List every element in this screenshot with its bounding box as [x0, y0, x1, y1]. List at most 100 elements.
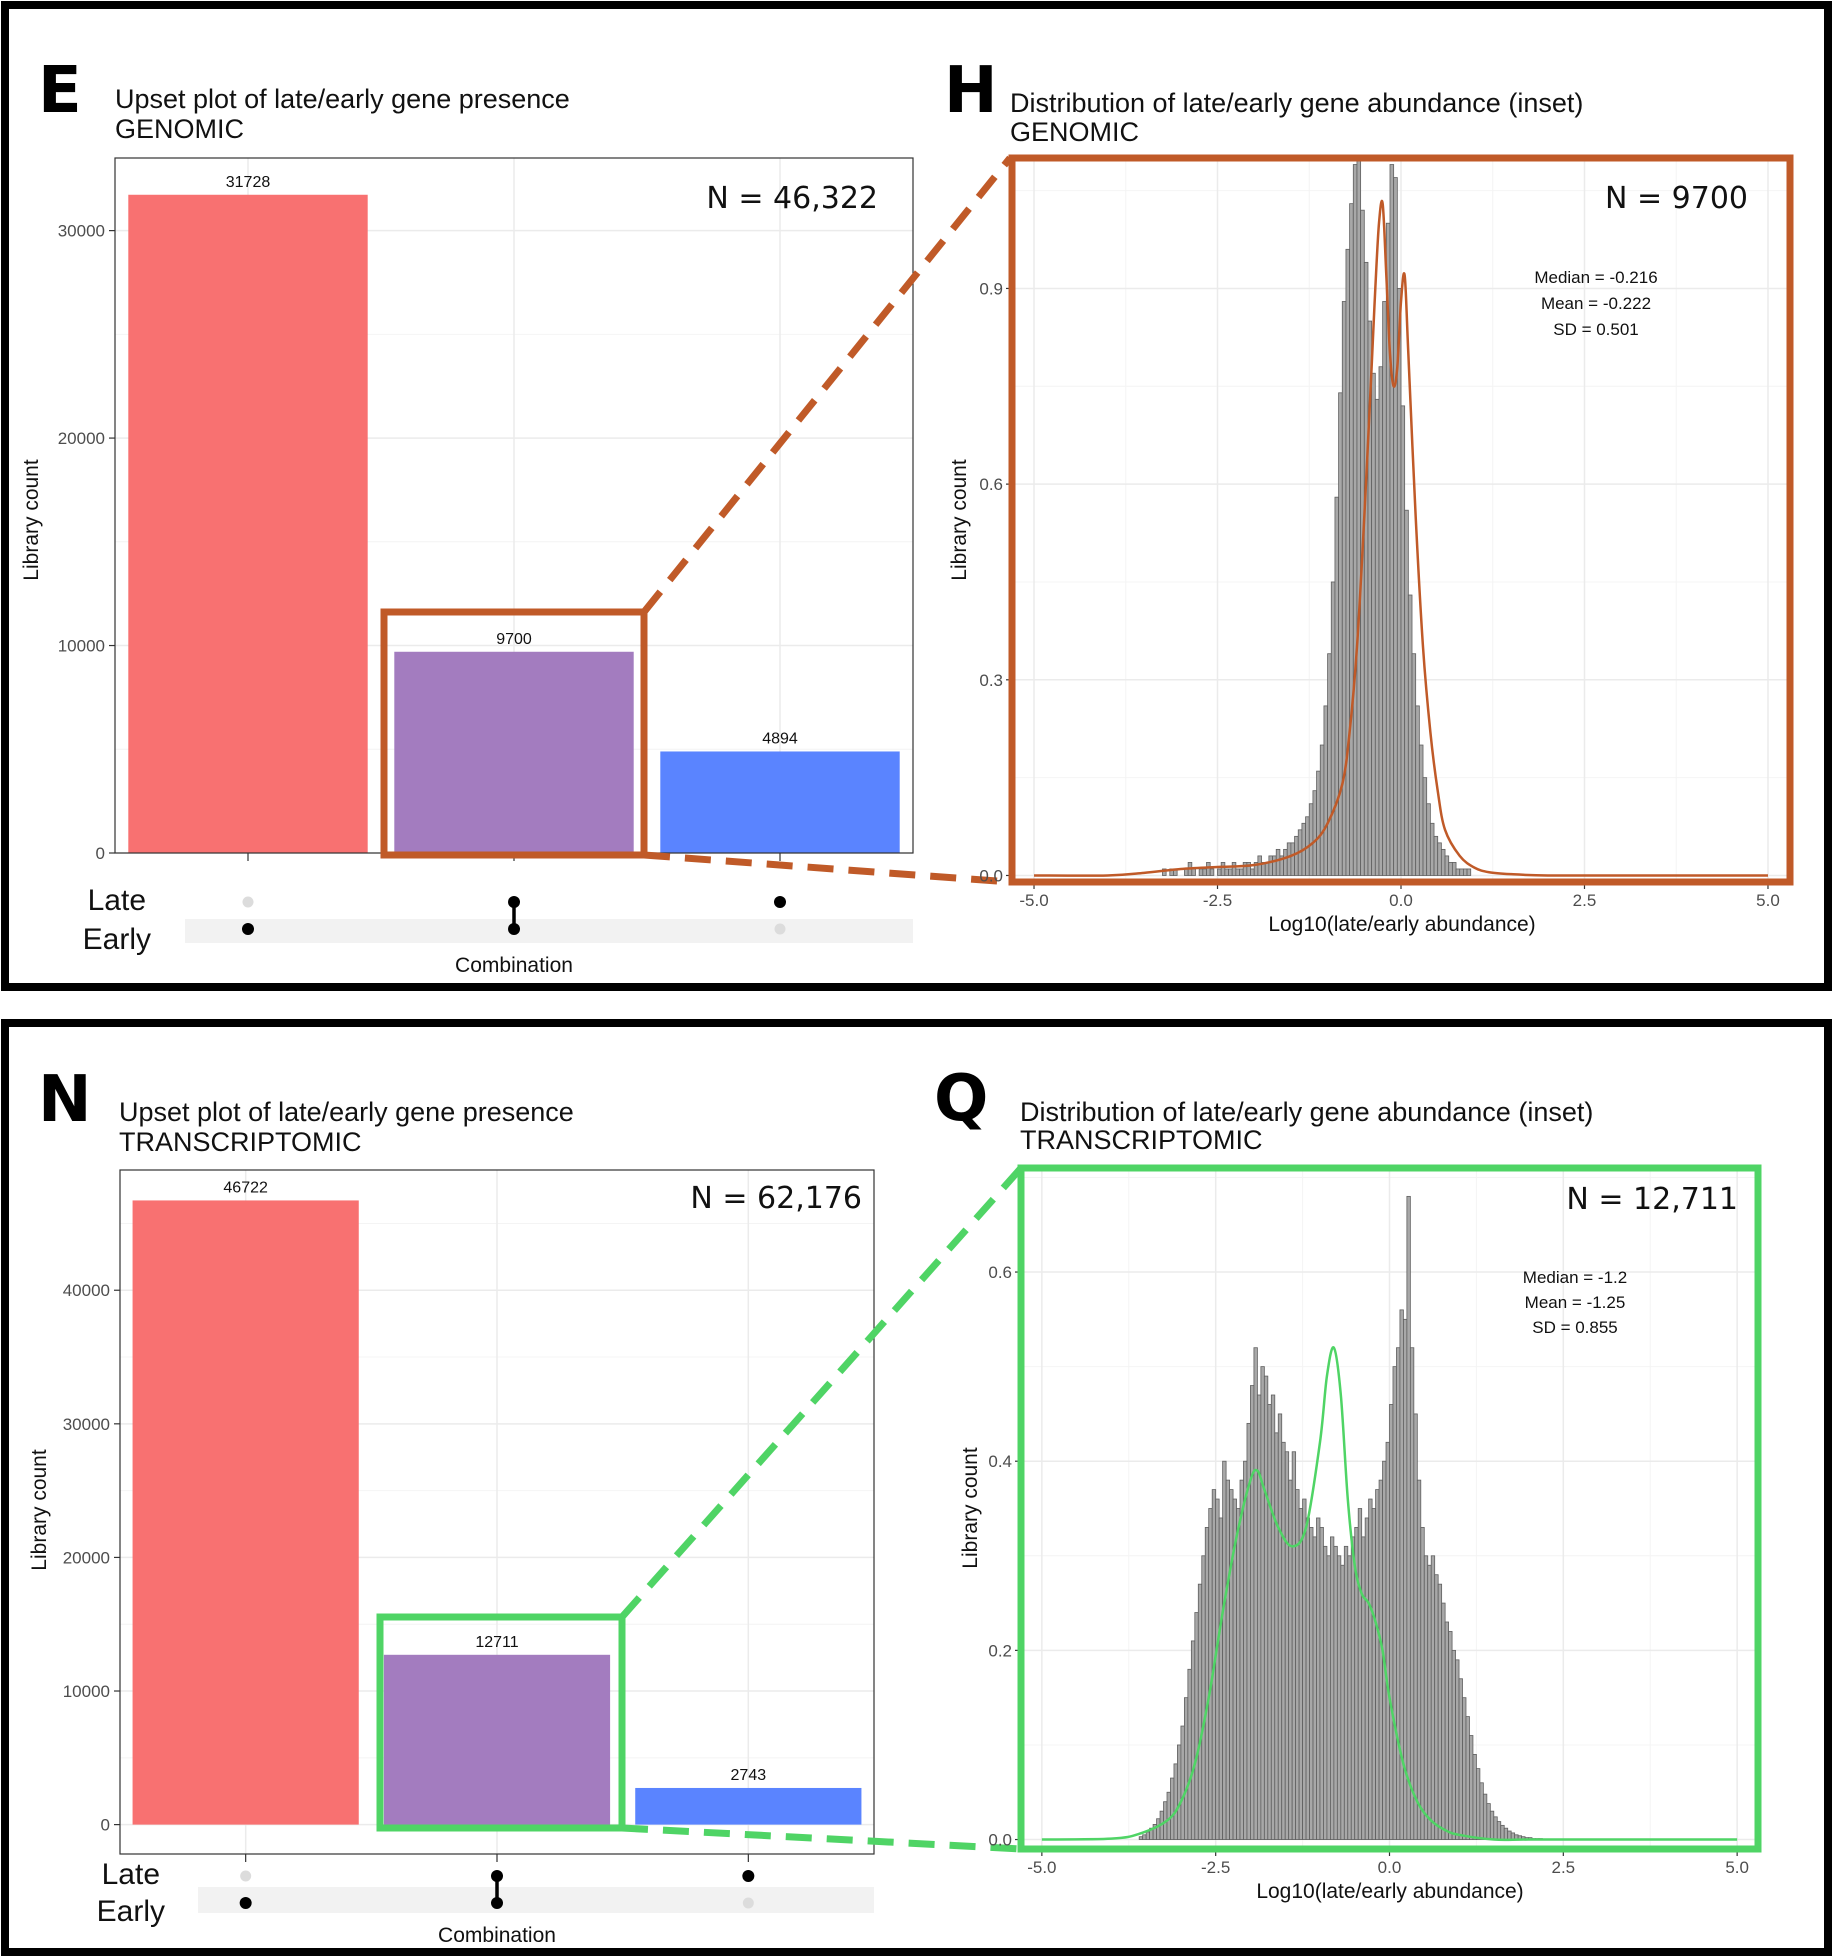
histogram-bin	[1298, 1508, 1303, 1840]
histogram-bin	[1260, 1366, 1265, 1840]
histogram-bin	[1441, 1602, 1446, 1840]
x-tick-label: 5.0	[1756, 891, 1780, 910]
bar-value-label: 2743	[731, 1767, 767, 1784]
x-tick-label: 2.5	[1573, 891, 1597, 910]
set-dot-early	[774, 923, 786, 935]
histogram-bin	[1239, 868, 1244, 876]
histogram-bin	[1270, 1394, 1276, 1840]
x-tick-label: -2.5	[1203, 891, 1232, 910]
histogram-bin	[1416, 1479, 1422, 1840]
panel-h-density-curve	[1034, 199, 1768, 877]
top-panel-frame	[1, 1, 1832, 991]
histogram-bin	[1357, 1508, 1363, 1840]
panel-letter-e: E	[38, 54, 82, 128]
histogram-bin	[1385, 1441, 1390, 1840]
histogram-bin	[1396, 288, 1402, 876]
panel-h-xlabel: Log10(late/early abundance)	[1268, 913, 1535, 936]
panel-q-x-ticks: -5.0 -2.5 0.0 2.5 5.0	[1027, 1849, 1749, 1877]
histogram-bin	[1312, 1536, 1317, 1840]
y-tick-label: 30000	[63, 1415, 110, 1434]
histogram-bin	[1156, 1818, 1161, 1840]
histogram-bin	[1503, 1827, 1509, 1840]
histogram-bin	[1319, 744, 1325, 876]
y-tick-label: 0.9	[979, 279, 1003, 298]
histogram-bin	[1224, 868, 1229, 876]
histogram-bin	[1222, 1460, 1227, 1840]
y-tick-label: 0.0	[979, 866, 1003, 885]
histogram-bin	[1272, 855, 1277, 876]
y-tick-label: 0	[96, 844, 105, 863]
set-dot-early	[242, 923, 254, 935]
panel-h-histogram	[1162, 157, 1472, 876]
histogram-bin	[1459, 868, 1464, 876]
panel-q-subtitle: TRANSCRIPTOMIC	[1020, 1125, 1263, 1155]
histogram-bin	[1190, 1640, 1196, 1840]
transcriptomic-inset-connector	[376, 1165, 1024, 1853]
histogram-bin	[1465, 1716, 1470, 1840]
histogram-bin	[1440, 848, 1446, 876]
bar-1	[383, 1654, 611, 1825]
y-tick-label: 0.2	[988, 1641, 1012, 1660]
histogram-bin	[1281, 1441, 1286, 1840]
histogram-bin	[1191, 868, 1196, 876]
transcriptomic-zoom-line-top	[619, 1165, 1024, 1620]
histogram-bin	[1170, 1777, 1175, 1840]
panel-h-ylabel: Library count	[948, 459, 971, 581]
histogram-bin	[1427, 1564, 1432, 1840]
histogram-bin	[1437, 1583, 1443, 1840]
panel-h-stat-median: Median = -0.216	[1534, 268, 1657, 287]
histogram-bin	[1204, 1527, 1210, 1840]
histogram-bin	[1430, 1555, 1436, 1840]
panel-letter-h: H	[944, 54, 998, 128]
histogram-bin	[1162, 868, 1167, 876]
panel-q-stat-mean: Mean = -1.25	[1525, 1293, 1626, 1312]
histogram-bin	[1284, 1451, 1290, 1840]
histogram-bin	[1444, 1621, 1449, 1840]
histogram-bin	[1290, 842, 1295, 876]
histogram-bin	[1371, 372, 1376, 876]
histogram-bin	[1496, 1821, 1502, 1840]
y-tick-label: 30000	[58, 222, 105, 241]
histogram-bin	[1250, 1385, 1255, 1840]
panel-h: H Distribution of late/early gene abunda…	[944, 54, 1794, 936]
x-tick-label: -5.0	[1027, 1858, 1056, 1877]
histogram-bin	[1493, 1816, 1498, 1840]
histogram-bin	[1422, 777, 1428, 876]
genomic-inset-connector	[380, 155, 1013, 886]
bar-value-label: 46722	[223, 1179, 268, 1196]
histogram-bin	[1264, 862, 1270, 876]
y-tick-label: 40000	[63, 1281, 110, 1300]
histogram-bin	[1187, 1668, 1192, 1840]
histogram-bin	[1327, 653, 1332, 876]
histogram-bin	[1316, 770, 1321, 876]
y-tick-label: 0.3	[979, 671, 1003, 690]
histogram-bin	[1268, 855, 1273, 876]
y-tick-label: 20000	[58, 429, 105, 448]
y-tick-label: 0	[101, 1816, 110, 1835]
density-line	[1034, 199, 1768, 877]
panel-q-n-label: N = 12,711	[1566, 1182, 1738, 1217]
histogram-bin	[1340, 1564, 1345, 1840]
histogram-bin	[1448, 862, 1453, 876]
panel-e-ylabel: Library count	[20, 459, 43, 581]
x-tick-label: 0.0	[1378, 1858, 1402, 1877]
panel-e-subtitle: GENOMIC	[115, 114, 244, 144]
panel-letter-n: N	[38, 1063, 92, 1137]
panel-n-matrix-stripe	[198, 1887, 874, 1913]
histogram-bin	[1183, 1697, 1189, 1840]
panel-e-title: Upset plot of late/early gene presence	[115, 84, 570, 114]
histogram-bin	[1411, 653, 1417, 876]
panel-h-frame	[1008, 154, 1794, 886]
histogram-bin	[1197, 1583, 1203, 1840]
histogram-bin	[1250, 868, 1255, 876]
histogram-bin	[1400, 405, 1406, 876]
histogram-bin	[1451, 1649, 1456, 1840]
bar-2	[635, 1787, 862, 1825]
histogram-bin	[1472, 1754, 1477, 1840]
panel-q-density-curve	[1041, 1346, 1738, 1842]
histogram-bin	[1434, 1574, 1439, 1840]
histogram-bin	[1458, 1678, 1463, 1840]
histogram-bin	[1489, 1810, 1495, 1840]
panel-h-stat-mean: Mean = -0.222	[1541, 294, 1651, 313]
bar-value-label: 12711	[475, 1634, 518, 1651]
